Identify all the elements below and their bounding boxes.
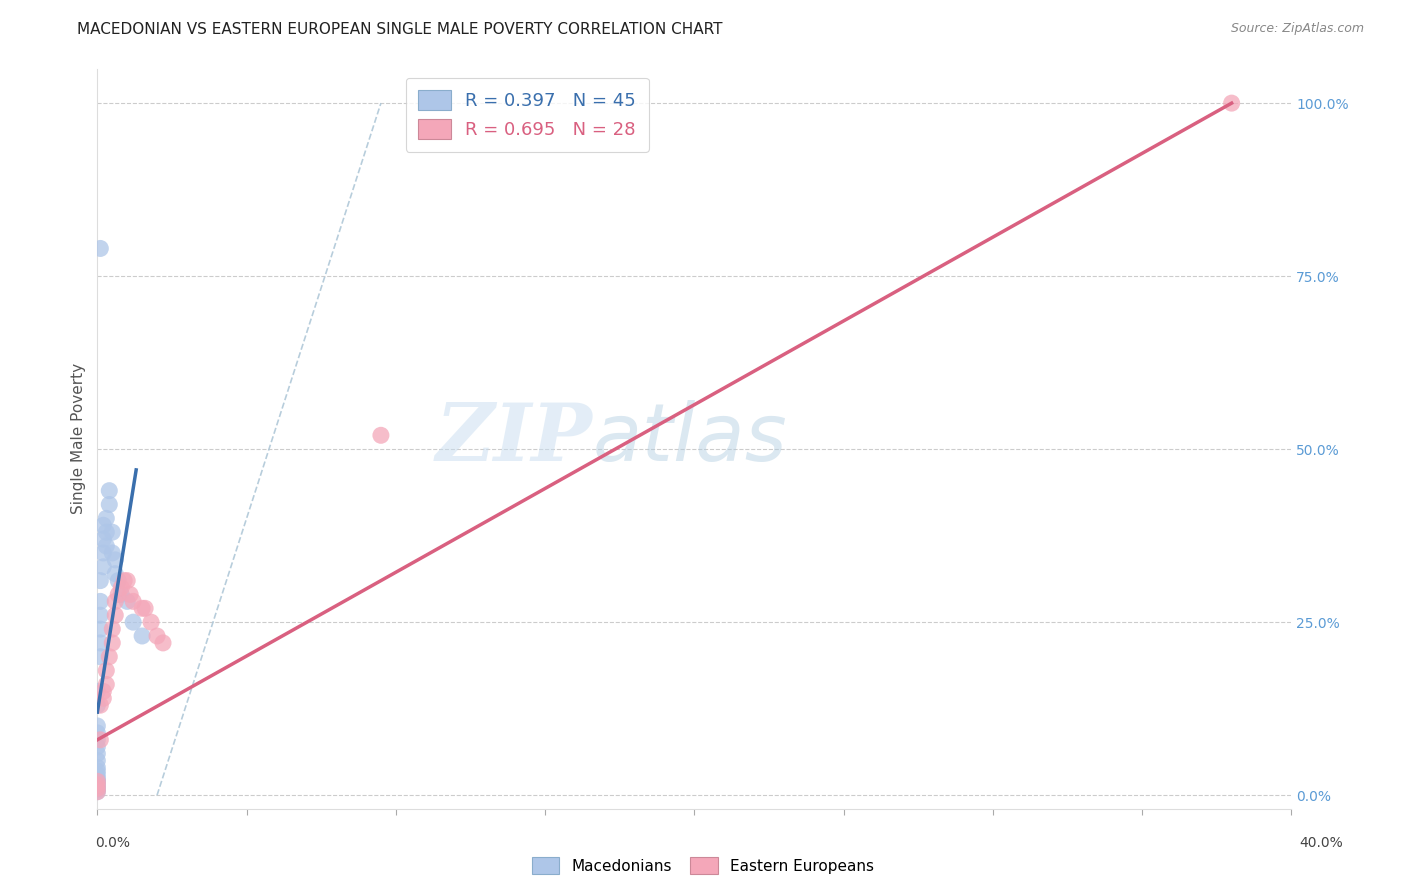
Point [101,525,124,540]
Point [104,553,127,567]
Point [91,691,114,706]
Point [122,615,145,629]
Point [120,587,142,601]
Point [139,615,162,629]
Point [86,774,108,789]
Point [112,574,135,588]
Point [91,546,114,560]
Point [86,781,108,796]
Point [98,649,121,664]
Point [104,594,127,608]
Point [96,677,118,691]
Point [86,719,108,733]
Point [86,782,108,797]
Point [101,622,124,636]
Text: 0.0%: 0.0% [96,836,131,850]
Point [89,732,111,747]
Point [107,587,129,601]
Point [96,511,118,525]
Point [86,781,108,796]
Point [86,726,108,740]
Point [1220,96,1243,111]
Point [91,532,114,546]
Point [104,608,127,623]
Point [122,594,145,608]
Point [89,649,111,664]
Point [86,747,108,761]
Point [86,760,108,774]
Point [89,608,111,623]
Point [110,581,132,595]
Point [152,636,174,650]
Point [91,559,114,574]
Point [86,771,108,785]
Point [89,242,111,256]
Point [86,684,108,698]
Point [86,775,108,789]
Point [101,546,124,560]
Point [89,594,111,608]
Point [86,785,108,799]
Point [104,566,127,581]
Point [131,601,153,615]
Point [115,574,138,588]
Point [96,525,118,540]
Point [86,785,108,799]
Point [131,629,153,643]
Point [96,664,118,678]
Point [86,774,108,789]
Point [86,764,108,778]
Point [96,539,118,553]
Text: 40.0%: 40.0% [1299,836,1343,850]
Point [91,518,114,533]
Point [89,622,111,636]
Point [98,483,121,498]
Legend: R = 0.397   N = 45, R = 0.695   N = 28: R = 0.397 N = 45, R = 0.695 N = 28 [406,78,648,152]
Point [98,498,121,512]
Point [86,732,108,747]
Point [86,778,108,792]
Text: Source: ZipAtlas.com: Source: ZipAtlas.com [1230,22,1364,36]
Point [101,636,124,650]
Point [89,698,111,713]
Text: ZIP: ZIP [436,400,593,477]
Point [107,574,129,588]
Text: atlas: atlas [593,400,787,478]
Point [86,754,108,768]
Point [89,636,111,650]
Y-axis label: Single Male Poverty: Single Male Poverty [72,363,86,515]
Point [89,574,111,588]
Point [91,684,114,698]
Point [134,601,156,615]
Point [86,778,108,792]
Legend: Macedonians, Eastern Europeans: Macedonians, Eastern Europeans [526,851,880,880]
Point [370,428,392,442]
Point [86,739,108,754]
Point [110,587,132,601]
Point [86,698,108,713]
Point [115,594,138,608]
Point [86,772,108,787]
Point [146,629,169,643]
Point [86,767,108,781]
Text: MACEDONIAN VS EASTERN EUROPEAN SINGLE MALE POVERTY CORRELATION CHART: MACEDONIAN VS EASTERN EUROPEAN SINGLE MA… [77,22,723,37]
Point [86,780,108,794]
